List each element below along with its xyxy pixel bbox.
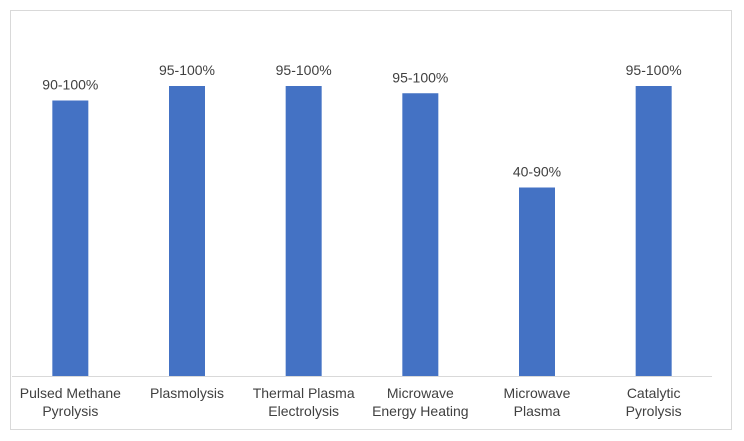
- category-label-2-line-0: Thermal Plasma: [253, 385, 355, 401]
- category-label-0-line-0: Pulsed Methane: [20, 385, 121, 401]
- bars-group: [52, 86, 672, 376]
- data-label-1: 95-100%: [159, 62, 215, 78]
- category-label-5-line-1: Pyrolysis: [626, 403, 682, 419]
- category-label-0-line-1: Pyrolysis: [42, 403, 98, 419]
- bar-0: [52, 100, 89, 376]
- bar-2: [285, 86, 322, 376]
- data-label-0: 90-100%: [42, 77, 98, 93]
- category-labels-group: Pulsed Methane Pyrolysis Plasmolysis Therma…: [20, 385, 682, 419]
- category-label-3-line-0: Microwave: [387, 385, 454, 401]
- data-labels-group: 90-100% 95-100% 95-100% 95-100% 40-90% 95-100…: [42, 62, 681, 180]
- category-label-4-line-1: Plasma: [514, 403, 561, 419]
- data-label-5: 95-100%: [626, 62, 682, 78]
- data-label-3: 95-100%: [392, 69, 448, 85]
- data-label-2: 95-100%: [276, 62, 332, 78]
- category-label-2-line-1: Electrolysis: [268, 403, 339, 419]
- category-label-3-line-1: Energy Heating: [372, 403, 469, 419]
- category-label-4-line-0: Microwave: [504, 385, 571, 401]
- bar-1: [169, 86, 205, 376]
- bar-3: [402, 93, 439, 376]
- data-label-4: 40-90%: [513, 164, 561, 180]
- chart-frame: [10, 10, 732, 430]
- bar-4: [519, 187, 555, 376]
- category-label-1-line-0: Plasmolysis: [150, 385, 224, 401]
- category-label-5-line-0: Catalytic: [627, 385, 681, 401]
- bar-5: [635, 86, 672, 376]
